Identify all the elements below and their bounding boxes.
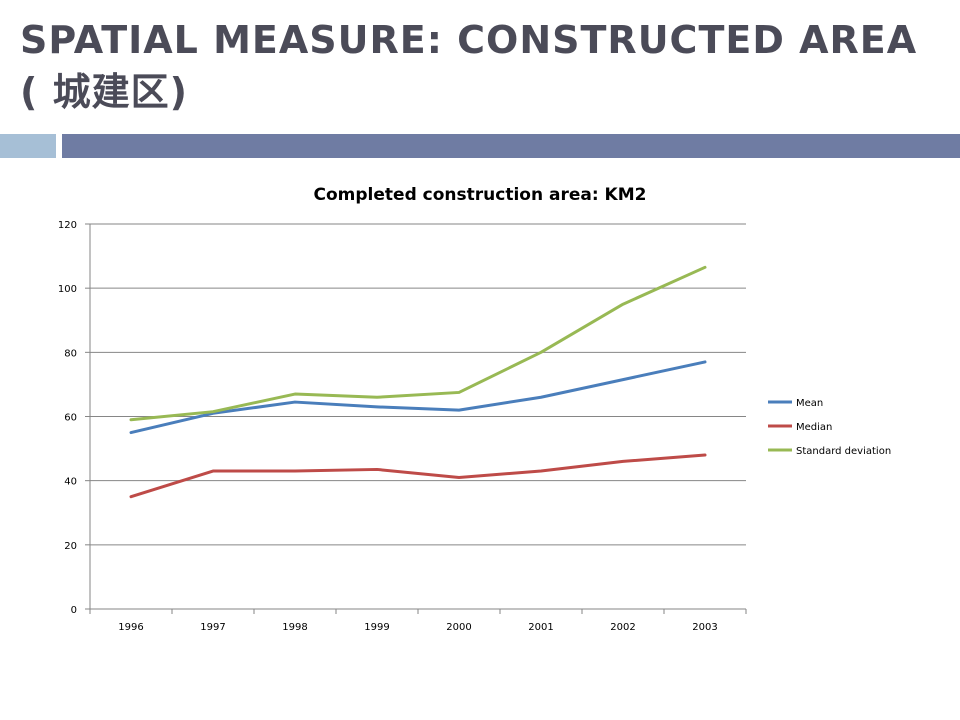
y-tick-label: 20: [64, 541, 77, 552]
y-tick-label: 40: [64, 477, 77, 488]
series-line-median: [129, 453, 707, 499]
x-tick-label: 1998: [282, 622, 307, 633]
accent-bar-dark: [62, 134, 960, 158]
slide-title: SPATIAL MEASURE: CONSTRUCTED AREA ( 城建区): [20, 18, 918, 114]
y-tick-label: 60: [64, 413, 77, 424]
x-tick-label: 2002: [610, 622, 635, 633]
series-line-standard-deviation: [129, 265, 707, 422]
legend-label: Median: [796, 422, 832, 433]
chart-title: Completed construction area: KM2: [314, 185, 647, 205]
y-tick-label: 0: [71, 605, 77, 616]
legend-label: Standard deviation: [796, 446, 891, 457]
x-tick-label: 2000: [446, 622, 471, 633]
x-tick-label: 1997: [200, 622, 225, 633]
x-tick-label: 2001: [528, 622, 553, 633]
series-line-mean: [129, 360, 707, 435]
x-tick-label: 1999: [364, 622, 389, 633]
x-tick-label: 1996: [118, 622, 143, 633]
legend-label: Mean: [796, 398, 823, 409]
accent-bar-light: [0, 134, 56, 158]
x-tick-label: 2003: [692, 622, 717, 633]
y-tick-label: 100: [58, 284, 77, 295]
y-tick-label: 80: [64, 348, 77, 359]
y-tick-label: 120: [58, 220, 77, 231]
